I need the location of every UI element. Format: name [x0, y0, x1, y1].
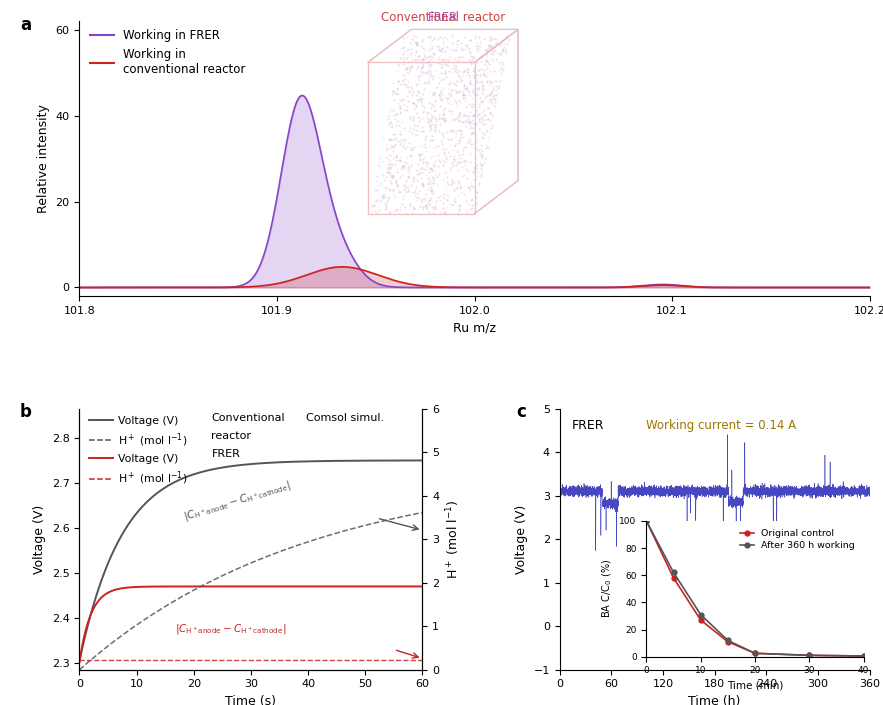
X-axis label: Time (s): Time (s) [225, 695, 276, 705]
Legend: Working in FRER, Working in
conventional reactor: Working in FRER, Working in conventional… [86, 24, 250, 80]
Legend: Voltage (V), H$^+$ (mol l$^{-1}$), Voltage (V), H$^+$ (mol l$^{-1}$): Voltage (V), H$^+$ (mol l$^{-1}$), Volta… [85, 412, 192, 491]
Y-axis label: Voltage (V): Voltage (V) [515, 505, 528, 574]
Text: Conventional: Conventional [212, 412, 285, 422]
Text: $|C_{\mathrm{H^+anode}}-C_{\mathrm{H^+cathode}}|$: $|C_{\mathrm{H^+anode}}-C_{\mathrm{H^+ca… [176, 623, 287, 637]
Text: reactor: reactor [212, 431, 252, 441]
Y-axis label: H$^+$ (mol l$^{-1}$): H$^+$ (mol l$^{-1}$) [445, 499, 463, 579]
Text: b: b [19, 403, 31, 422]
Text: Comsol simul.: Comsol simul. [306, 412, 384, 422]
Text: a: a [20, 16, 31, 34]
Text: c: c [516, 403, 526, 422]
X-axis label: Time (h): Time (h) [689, 695, 741, 705]
Text: Conventional reactor: Conventional reactor [381, 11, 505, 24]
X-axis label: Ru m/z: Ru m/z [453, 321, 496, 334]
Text: FRER: FRER [572, 419, 605, 432]
Y-axis label: Voltage (V): Voltage (V) [34, 505, 46, 574]
Text: $|C_{\mathrm{H^+anode}}-C_{\mathrm{H^+cathode}}|$: $|C_{\mathrm{H^+anode}}-C_{\mathrm{H^+ca… [182, 477, 293, 524]
Text: FRER: FRER [428, 11, 458, 24]
Y-axis label: Relative intensity: Relative intensity [37, 104, 50, 213]
Text: Working current = 0.14 A: Working current = 0.14 A [646, 419, 796, 432]
Text: FRER: FRER [212, 449, 240, 459]
